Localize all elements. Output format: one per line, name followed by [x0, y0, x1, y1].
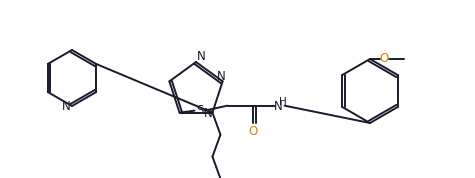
Text: N: N: [274, 100, 283, 113]
Text: N: N: [62, 100, 70, 112]
Text: S: S: [196, 104, 203, 117]
Text: O: O: [380, 53, 389, 66]
Text: O: O: [248, 125, 257, 138]
Text: H: H: [279, 97, 286, 107]
Text: N: N: [204, 107, 213, 120]
Text: N: N: [217, 70, 226, 83]
Text: N: N: [197, 51, 205, 64]
